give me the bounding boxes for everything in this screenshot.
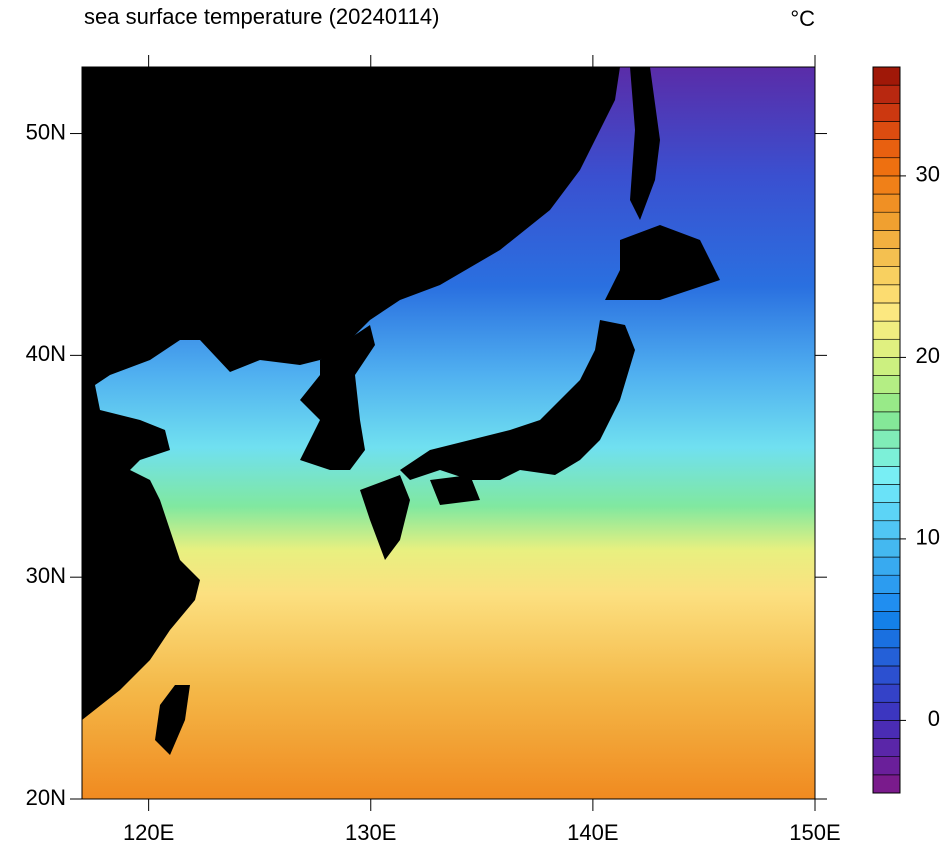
x-tick-label: 130E <box>345 820 396 845</box>
map-title: sea surface temperature (20240114) <box>84 4 439 29</box>
colorbar-segment <box>872 175 901 195</box>
x-tick-label: 150E <box>789 820 840 845</box>
colorbar-segment <box>872 502 901 522</box>
colorbar-segment <box>872 284 901 304</box>
korea <box>300 325 375 470</box>
y-tick-label: 50N <box>26 119 66 144</box>
y-tick-label: 20N <box>26 785 66 810</box>
colorbar-segment <box>872 393 901 413</box>
colorbar-tick-label: 10 <box>916 525 940 550</box>
y-tick-label: 30N <box>26 563 66 588</box>
kyushu <box>360 475 410 560</box>
colorbar-segment <box>872 701 901 721</box>
map-area <box>81 66 816 800</box>
colorbar-segment <box>872 447 901 467</box>
colorbar-segment <box>872 230 901 249</box>
colorbar-segment <box>872 520 901 540</box>
colorbar-segment <box>872 139 901 159</box>
colorbar-segment <box>872 574 901 594</box>
honshu <box>400 320 635 480</box>
colorbar-segment <box>872 211 901 231</box>
mainland <box>82 67 620 720</box>
colorbar-segment <box>872 193 901 213</box>
shikoku <box>430 475 480 505</box>
colorbar-segment <box>872 738 901 757</box>
colorbar-segment <box>872 683 901 703</box>
colorbar-segment <box>872 465 901 485</box>
x-tick-label: 120E <box>123 820 174 845</box>
colorbar-segment <box>872 121 901 140</box>
colorbar-segment <box>872 320 901 340</box>
colorbar-tick-label: 30 <box>916 162 940 187</box>
colorbar-segment <box>872 720 901 739</box>
colorbar-segment <box>872 103 901 122</box>
y-tick-label: 40N <box>26 341 66 366</box>
colorbar-segment <box>872 66 901 86</box>
colorbar-segment <box>872 629 901 649</box>
land <box>82 67 720 755</box>
sakhalin <box>630 67 660 220</box>
x-tick-label: 140E <box>567 820 618 845</box>
taiwan <box>155 685 190 755</box>
unit-label: °C <box>790 6 815 31</box>
hokkaido <box>605 225 720 300</box>
colorbar-segment <box>872 338 901 358</box>
colorbar-segment <box>872 484 901 503</box>
colorbar-segment <box>872 375 901 394</box>
colorbar-segment <box>872 411 901 431</box>
map-frame <box>81 66 816 800</box>
colorbar-segment <box>872 556 901 576</box>
colorbar-segment <box>872 774 901 794</box>
colorbar-segment <box>872 84 901 104</box>
colorbar-segment <box>872 302 901 322</box>
colorbar-tick-label: 0 <box>928 706 940 731</box>
colorbar-segment <box>872 266 901 286</box>
colorbar-segment <box>872 248 901 267</box>
colorbar-segment <box>872 611 901 630</box>
colorbar-frame <box>872 66 901 794</box>
colorbar-segment <box>872 538 901 558</box>
colorbar-segment <box>872 429 901 449</box>
colorbar-segment <box>872 665 901 685</box>
colorbar-segment <box>872 157 901 177</box>
colorbar-segment <box>872 756 901 776</box>
colorbar-segment <box>872 357 901 376</box>
colorbar-segment <box>872 593 901 612</box>
colorbar-tick-label: 20 <box>916 343 940 368</box>
colorbar-segment <box>872 647 901 667</box>
